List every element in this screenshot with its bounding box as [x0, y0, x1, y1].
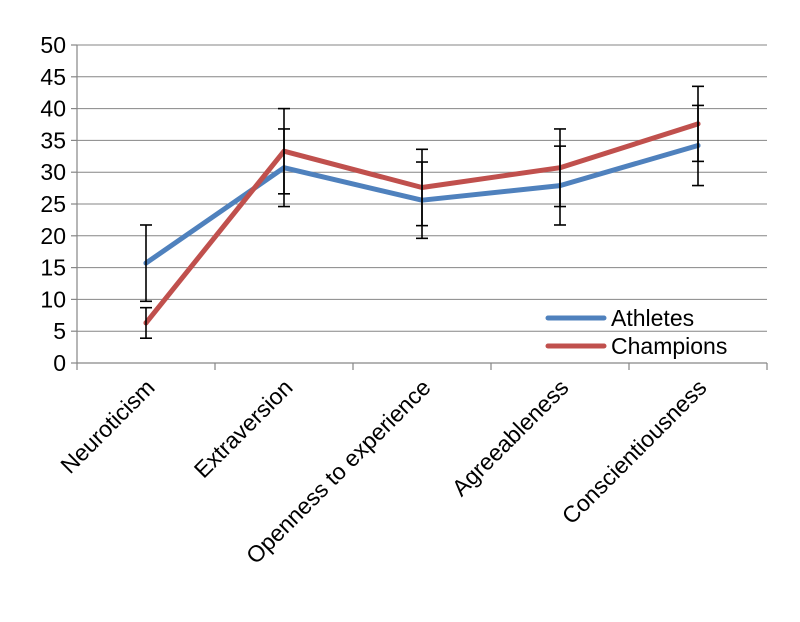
- error-bar: [140, 224, 152, 303]
- y-tick-label: 45: [40, 64, 66, 90]
- y-tick-label: 5: [53, 318, 66, 344]
- y-tick-label: 0: [53, 350, 66, 376]
- y-tick-label: 35: [40, 127, 66, 153]
- error-bar: [278, 107, 290, 195]
- error-bar: [554, 128, 566, 208]
- y-tick-labels: 0 5 10 15 20 25 30 35 40 45 50: [40, 32, 66, 376]
- y-tick-label: 40: [40, 96, 66, 122]
- y-tick-label: 10: [40, 286, 66, 312]
- y-tick-label: 15: [40, 255, 66, 281]
- error-bar: [692, 85, 704, 163]
- y-tick-label: 25: [40, 191, 66, 217]
- legend-label-champions: Champions: [611, 333, 727, 359]
- legend-label-athletes: Athletes: [611, 305, 694, 331]
- error-bar: [140, 306, 152, 339]
- category-label: Agreeableness: [447, 374, 574, 501]
- y-tick-label: 30: [40, 159, 66, 185]
- axes: [71, 44, 768, 370]
- error-bar: [416, 148, 428, 227]
- category-label: Extraversion: [189, 374, 298, 483]
- category-label: Conscientiousness: [557, 374, 712, 529]
- error-bars: [140, 85, 704, 339]
- y-tick-label: 20: [40, 223, 66, 249]
- y-tick-label: 50: [40, 32, 66, 58]
- category-label: Neuroticism: [55, 374, 159, 478]
